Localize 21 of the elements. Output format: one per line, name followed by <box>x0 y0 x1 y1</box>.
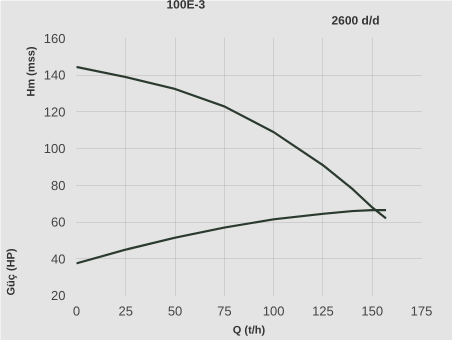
x-tick-label: 125 <box>312 304 334 318</box>
y-tick-label: 60 <box>51 214 66 230</box>
x-tick-label: 0 <box>72 304 80 318</box>
x-tick-label: 75 <box>217 304 232 318</box>
x-tick-label: 150 <box>361 304 384 318</box>
y-tick-label: 140 <box>44 68 66 83</box>
y-tick-label: 160 <box>44 31 66 46</box>
y-tick-label: 80 <box>51 178 66 193</box>
text: Güç (HP) <box>6 248 18 296</box>
y-tick-label: 40 <box>51 251 66 266</box>
chart-subtitle: 2600 d/d <box>332 14 380 28</box>
x-tick-label: 100 <box>262 304 284 318</box>
x-axis-title: Q (t/h) <box>232 324 266 336</box>
y-tick-label: 120 <box>44 104 66 120</box>
x-tick-label: 50 <box>168 304 182 318</box>
y-axis-title: Hm (mss) <box>26 46 38 97</box>
x-tick-label: 25 <box>118 304 134 318</box>
y-tick-label: 100 <box>44 141 66 156</box>
chart-title: 100E-3 <box>166 0 206 12</box>
y-tick-label: 20 <box>51 288 66 303</box>
x-tick-label: 175 <box>410 304 432 318</box>
